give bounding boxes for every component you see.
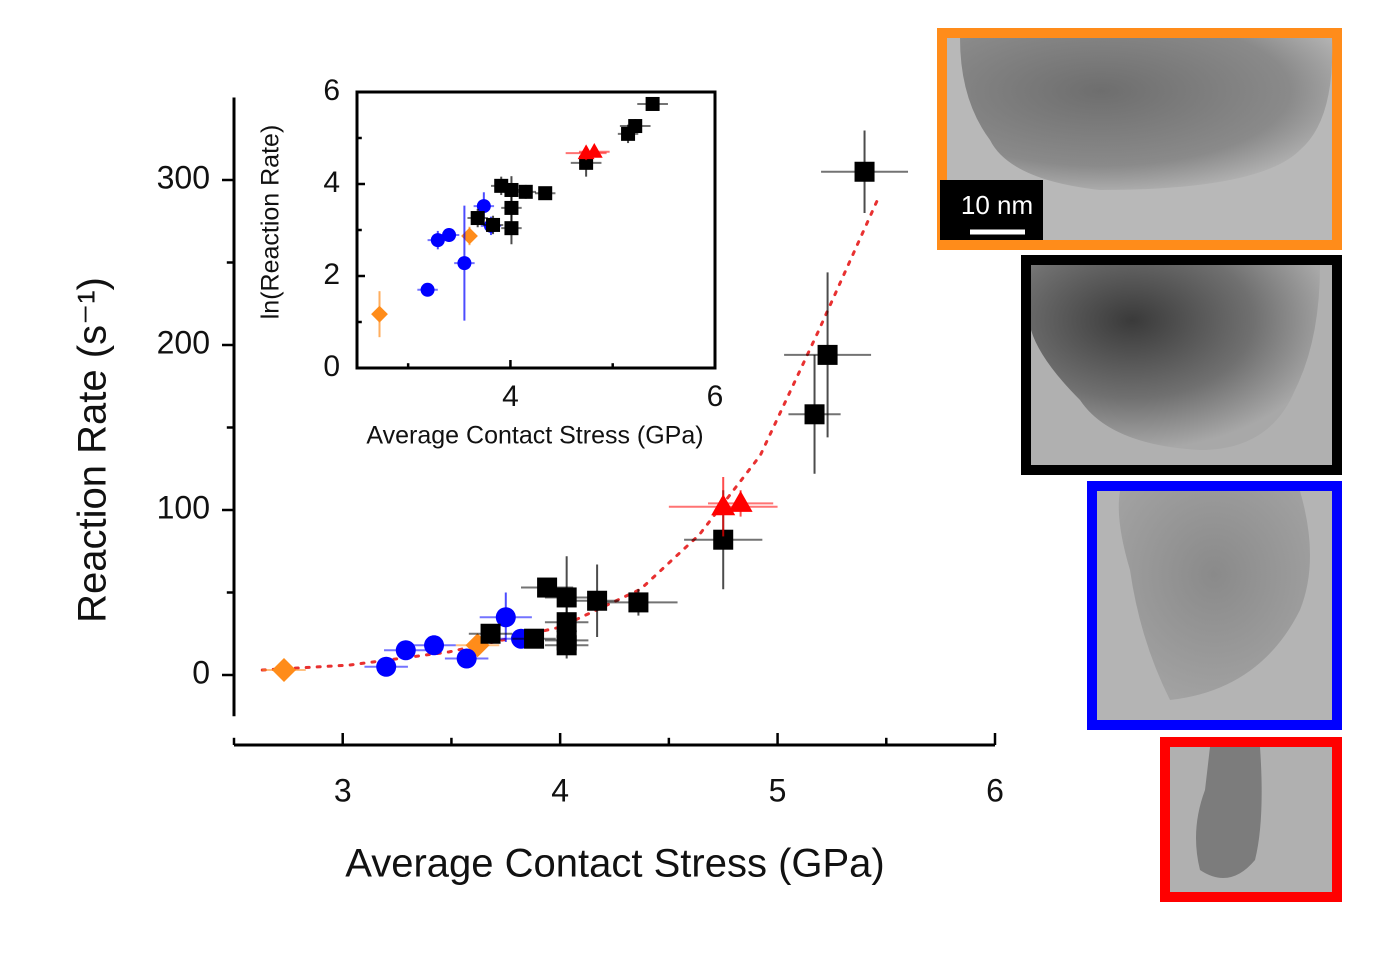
- y-axis-label: Reaction Rate (s⁻¹): [71, 277, 115, 623]
- point: [645, 96, 660, 111]
- y-tick-label: 300: [157, 159, 210, 195]
- point: [728, 490, 753, 512]
- point: [537, 577, 558, 598]
- x-tick-label: 5: [769, 772, 787, 808]
- point: [817, 344, 838, 365]
- point: [854, 161, 875, 182]
- point: [395, 640, 416, 661]
- point: [504, 200, 519, 215]
- point: [628, 119, 643, 134]
- x-tick-label: 4: [551, 772, 569, 808]
- point: [556, 587, 577, 608]
- point: [556, 635, 577, 656]
- point: [587, 590, 608, 611]
- x-tick-label: 4: [502, 380, 519, 413]
- point: [272, 658, 297, 683]
- tem-particle: [947, 38, 1333, 190]
- x-tick-label: 6: [707, 380, 724, 413]
- point: [495, 607, 516, 628]
- point: [518, 184, 533, 199]
- point: [457, 256, 472, 271]
- x-axis-label: Average Contact Stress (GPa): [345, 842, 885, 886]
- tem-particle: [1031, 265, 1320, 450]
- point: [376, 656, 397, 677]
- point: [804, 404, 825, 425]
- point: [585, 143, 603, 158]
- point: [424, 635, 445, 656]
- tem-images: 10 nm: [937, 28, 1342, 902]
- y-tick-label: 100: [157, 489, 210, 525]
- scale-bar-label: 10 nm: [961, 190, 1033, 220]
- chart: 3 4 5 6 0 100 200 300 Average Contact Stress (GP…: [71, 97, 1004, 886]
- point: [556, 612, 577, 633]
- point: [461, 227, 478, 245]
- y-axis-label: ln(Reaction Rate): [257, 125, 285, 320]
- point: [579, 155, 594, 170]
- y-tick-label: 4: [323, 166, 340, 199]
- point: [476, 199, 491, 214]
- point: [628, 592, 649, 613]
- y-tick-label: 200: [157, 324, 210, 360]
- point: [371, 305, 388, 323]
- point: [420, 282, 435, 297]
- point: [711, 494, 736, 516]
- tem-particle: [1118, 491, 1310, 700]
- point: [713, 529, 734, 550]
- x-tick-label: 6: [986, 772, 1004, 808]
- point: [504, 182, 519, 197]
- point: [504, 221, 519, 236]
- point: [430, 233, 445, 248]
- point: [456, 648, 477, 669]
- point: [480, 623, 501, 644]
- y-tick-label: 6: [323, 74, 340, 107]
- plot-frame: [355, 90, 717, 370]
- y-tick-label: 0: [192, 654, 210, 690]
- y-tick-label: 0: [323, 350, 340, 383]
- x-tick-label: 3: [334, 772, 352, 808]
- y-tick-label: 2: [323, 258, 340, 291]
- point: [442, 228, 457, 243]
- point: [524, 628, 545, 649]
- point: [538, 186, 553, 201]
- point: [486, 217, 501, 232]
- point: [470, 211, 485, 226]
- x-axis-label: Average Contact Stress (GPa): [366, 422, 703, 450]
- tem-particle: [1196, 747, 1262, 878]
